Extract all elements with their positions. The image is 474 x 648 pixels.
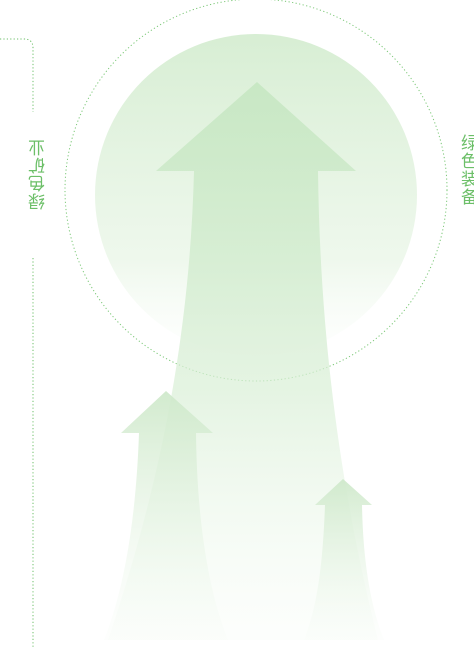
small-arrow-left — [104, 391, 228, 640]
label-green-mining: 绿色矿业 — [29, 138, 49, 210]
left-bracket-line — [0, 38, 34, 648]
label-green-equipment: 绿色装备 — [457, 134, 474, 206]
small-arrow-right — [304, 479, 384, 640]
